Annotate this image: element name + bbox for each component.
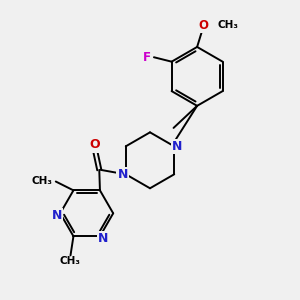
- Text: O: O: [89, 138, 100, 151]
- Text: CH₃: CH₃: [217, 20, 238, 30]
- Text: CH₃: CH₃: [60, 256, 81, 266]
- Text: N: N: [118, 168, 128, 181]
- Text: N: N: [172, 140, 182, 153]
- Text: N: N: [52, 209, 62, 222]
- Text: N: N: [98, 232, 109, 245]
- Text: F: F: [142, 51, 151, 64]
- Text: CH₃: CH₃: [32, 176, 53, 186]
- Text: O: O: [198, 19, 208, 32]
